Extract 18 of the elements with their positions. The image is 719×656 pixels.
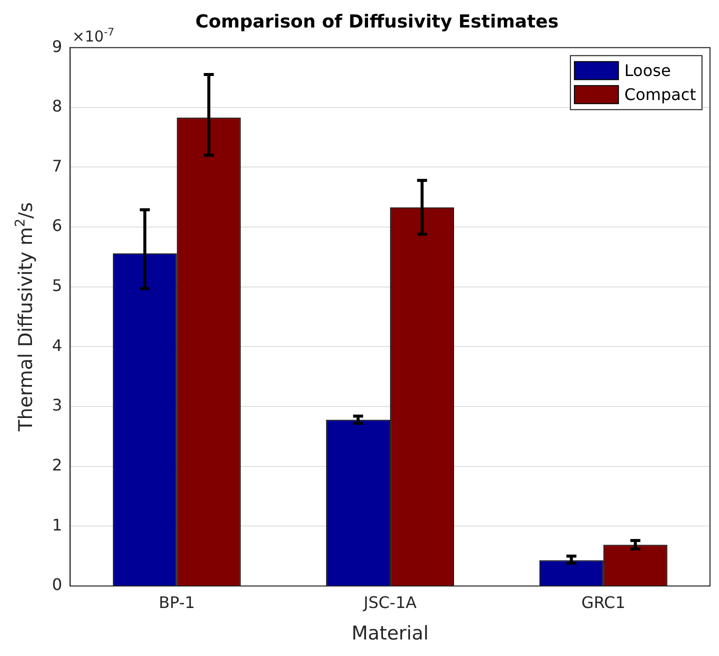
y-tick-label: 6 (52, 216, 62, 236)
x-tick-label: GRC1 (581, 592, 626, 612)
chart-title: Comparison of Diffusivity Estimates (195, 11, 559, 32)
y-tick-label: 1 (52, 515, 62, 534)
legend-label: Loose (624, 60, 671, 80)
legend-label: Compact (624, 84, 696, 104)
y-tick-label: 0 (52, 575, 62, 594)
x-axis-title: Material (351, 622, 429, 645)
y-tick-label: 4 (52, 336, 62, 355)
y-tick-label: 9 (52, 36, 62, 56)
y-tick-label: 8 (52, 96, 62, 116)
y-axis-title: Thermal Diffusivity m2/s (13, 202, 37, 432)
y-tick-label: 7 (52, 156, 62, 176)
y-tick-label: 3 (52, 396, 62, 415)
x-tick-label: BP-1 (158, 592, 195, 612)
x-tick-label: JSC-1A (362, 592, 417, 612)
y-tick-label: 2 (52, 456, 62, 475)
y-tick-label: 5 (52, 276, 62, 296)
